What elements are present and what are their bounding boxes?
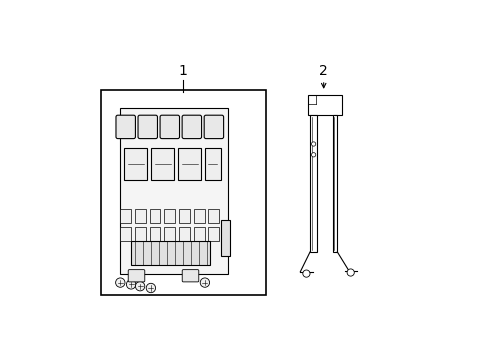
Circle shape [200,278,209,287]
Bar [131,241,210,265]
Bar [120,209,131,223]
Circle shape [146,283,155,293]
FancyBboxPatch shape [128,270,144,282]
Circle shape [346,269,354,276]
Bar [179,209,189,223]
Circle shape [302,270,309,277]
Circle shape [311,142,315,146]
Bar [309,115,317,252]
Bar [120,108,228,274]
Text: 1: 1 [179,64,187,78]
Bar [208,227,219,241]
Bar [221,220,230,256]
Bar [307,95,341,115]
Bar [149,227,160,241]
Bar [332,115,337,252]
Bar [120,227,131,241]
FancyBboxPatch shape [182,270,199,282]
Text: 2: 2 [319,64,327,78]
Circle shape [115,278,125,287]
Bar [204,148,221,180]
FancyBboxPatch shape [116,115,135,139]
Bar [193,227,204,241]
FancyBboxPatch shape [204,115,223,139]
Bar [178,148,201,180]
Circle shape [311,153,315,157]
Bar [149,209,160,223]
Circle shape [135,282,144,291]
Bar [135,209,145,223]
Bar [179,227,189,241]
Bar [193,209,204,223]
Bar [164,209,175,223]
Circle shape [126,280,136,289]
FancyBboxPatch shape [138,115,157,139]
Bar [123,148,147,180]
FancyBboxPatch shape [182,115,201,139]
Bar [164,227,175,241]
Bar [101,90,265,295]
Bar [135,227,145,241]
FancyBboxPatch shape [160,115,179,139]
Bar [208,209,219,223]
Bar [151,148,174,180]
